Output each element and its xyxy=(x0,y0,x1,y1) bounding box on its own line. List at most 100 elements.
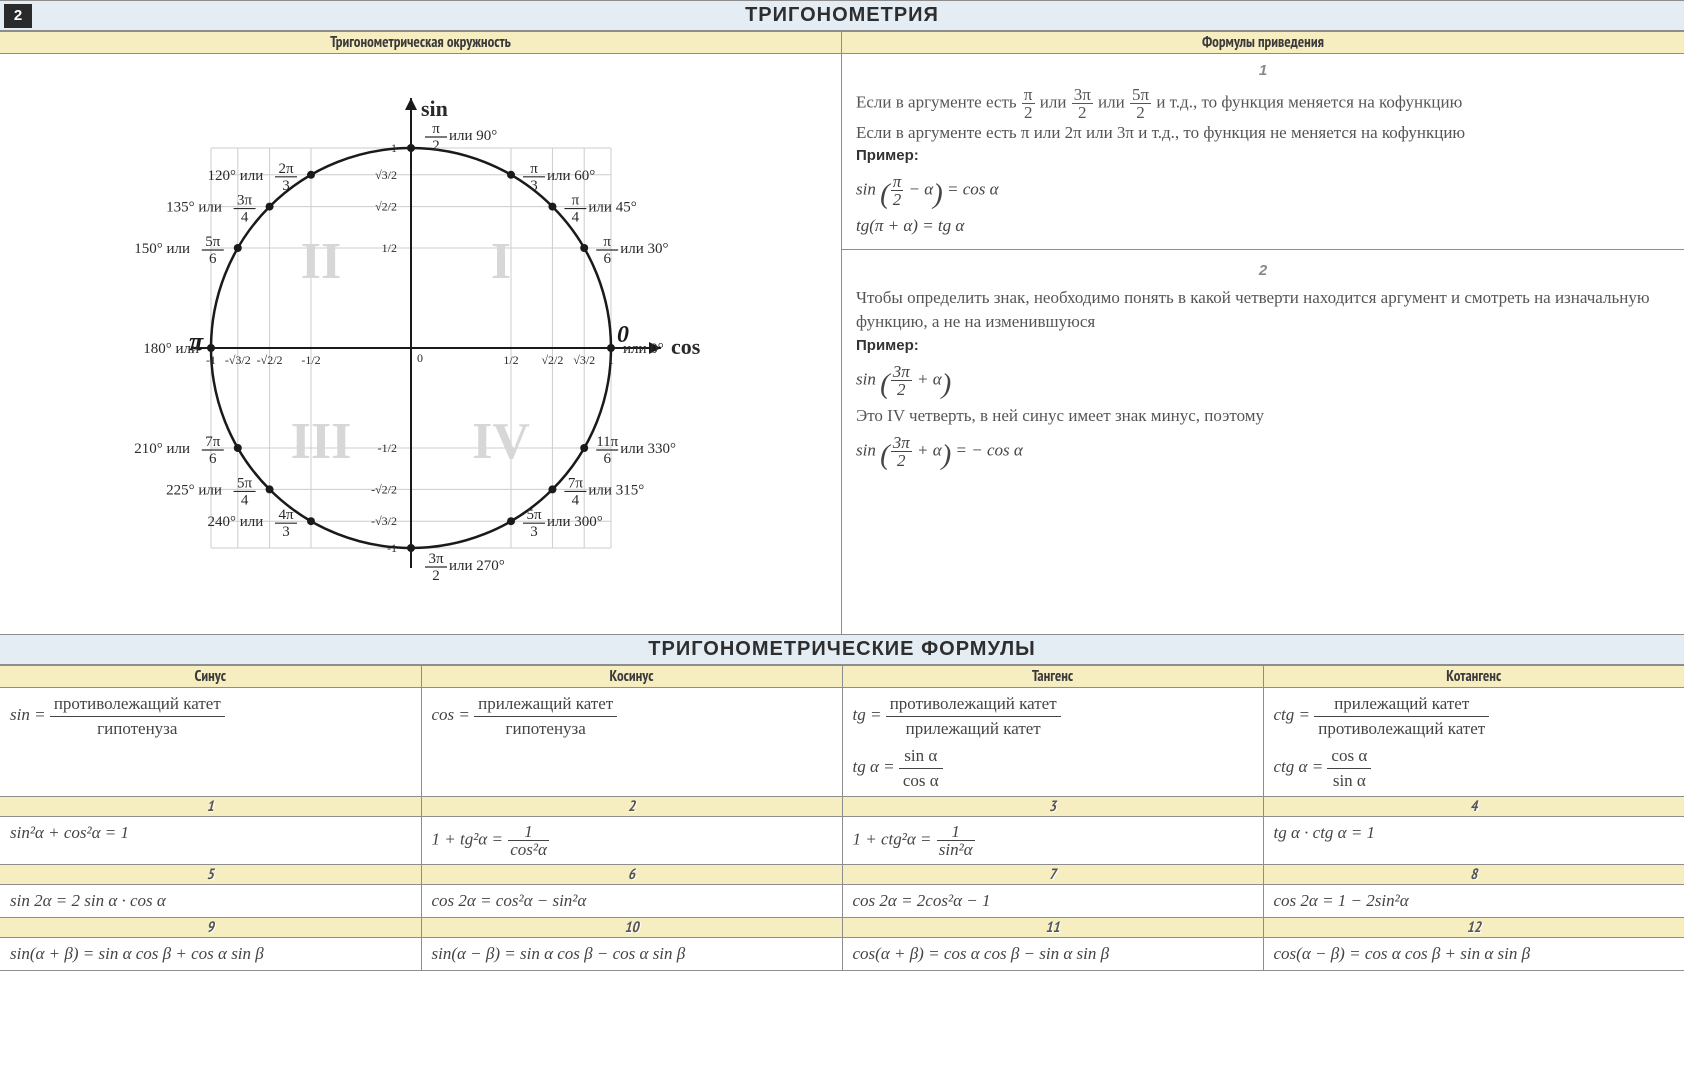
example-2b: Это IV четверть, в ней синус имеет знак … xyxy=(856,404,1670,429)
svg-text:π: π xyxy=(603,234,611,250)
formula-cell: 1 + ctg²α = 1sin²α xyxy=(842,817,1263,865)
formula-number: 3 xyxy=(842,797,1263,817)
def-cos: cos = прилежащий катетгипотенуза xyxy=(421,688,842,797)
svg-text:-√3/2: -√3/2 xyxy=(371,514,397,528)
svg-text:-√2/2: -√2/2 xyxy=(256,353,282,367)
formula-number: 1 xyxy=(0,797,421,817)
svg-text:или 90°: или 90° xyxy=(449,128,497,144)
formula-number: 4 xyxy=(1263,797,1684,817)
formula-number: 5 xyxy=(0,865,421,885)
svg-text:π: π xyxy=(571,193,579,209)
svg-text:3π: 3π xyxy=(428,551,444,567)
formula-cell: cos 2α = 1 − 2sin²α xyxy=(1263,885,1684,918)
rule2-text: Чтобы определить знак, необходимо понять… xyxy=(856,286,1670,335)
formula-cell: cos 2α = 2cos²α − 1 xyxy=(842,885,1263,918)
svg-text:I: I xyxy=(490,233,510,290)
svg-text:или 300°: или 300° xyxy=(547,514,603,530)
svg-text:4: 4 xyxy=(240,210,248,226)
col-header-tg: Тангенс xyxy=(842,666,1263,688)
svg-text:3: 3 xyxy=(530,524,538,540)
svg-text:IV: IV xyxy=(472,413,530,470)
svg-text:0: 0 xyxy=(417,351,423,365)
example-1b: tg(π + α) = tg α xyxy=(856,214,1670,239)
page-number: 2 xyxy=(4,4,32,28)
formula-number: 8 xyxy=(1263,865,1684,885)
formula-cell: sin 2α = 2 sin α · cos α xyxy=(0,885,421,918)
svg-text:-1/2: -1/2 xyxy=(301,353,320,367)
svg-text:2: 2 xyxy=(432,568,440,584)
rule1-line2: Если в аргументе есть π или 2π или 3π и … xyxy=(856,121,1670,146)
svg-text:или 30°: или 30° xyxy=(620,241,668,257)
svg-text:240° или: 240° или xyxy=(207,514,263,530)
svg-text:6: 6 xyxy=(209,451,217,467)
formulas-header: ТРИГОНОМЕТРИЧЕСКИЕ ФОРМУЛЫ xyxy=(0,634,1684,665)
svg-text:√3/2: √3/2 xyxy=(573,353,595,367)
svg-text:7π: 7π xyxy=(205,434,221,450)
formula-cell: sin²α + cos²α = 1 xyxy=(0,817,421,865)
formula-cell: tg α · ctg α = 1 xyxy=(1263,817,1684,865)
svg-text:4: 4 xyxy=(240,492,248,508)
svg-text:6: 6 xyxy=(603,251,611,267)
example-label-1: Пример: xyxy=(856,145,1670,167)
svg-text:3: 3 xyxy=(530,178,538,194)
svg-text:11π: 11π xyxy=(596,434,618,450)
formula-number: 6 xyxy=(421,865,842,885)
unit-circle-title: Тригонометрическая окружность xyxy=(0,31,841,54)
svg-text:3π: 3π xyxy=(237,193,253,209)
formula-body-row: sin²α + cos²α = 11 + tg²α = 1cos²α1 + ct… xyxy=(0,817,1684,865)
svg-text:II: II xyxy=(300,233,340,290)
def-ctg: ctg = прилежащий катетпротиволежащий кат… xyxy=(1263,688,1684,797)
svg-text:5π: 5π xyxy=(526,507,542,523)
svg-text:или 315°: или 315° xyxy=(588,482,644,498)
svg-text:3: 3 xyxy=(282,178,290,194)
formula-cell: cos(α + β) = cos α cos β − sin α sin β xyxy=(842,938,1263,971)
unit-circle-diagram: IIIIIIIVsincos0π0-1-1-√3/2-√3/2-√2/2-√2/… xyxy=(0,54,841,634)
svg-text:2π: 2π xyxy=(278,161,294,177)
svg-text:-√3/2: -√3/2 xyxy=(224,353,250,367)
formula-number-row: 1234 xyxy=(0,797,1684,817)
svg-text:или 330°: или 330° xyxy=(620,441,676,457)
formula-grid: Синус Косинус Тангенс Котангенс sin = пр… xyxy=(0,665,1684,971)
col-header-ctg: Котангенс xyxy=(1263,666,1684,688)
formula-number-row: 9101112 xyxy=(0,918,1684,938)
example-1a: sin (π2 − α) = cos α xyxy=(856,173,1670,208)
svg-text:cos: cos xyxy=(671,334,701,359)
svg-text:1: 1 xyxy=(608,353,614,367)
svg-text:7π: 7π xyxy=(567,475,583,491)
reduction-title: Формулы приведения xyxy=(842,31,1684,54)
svg-text:6: 6 xyxy=(603,451,611,467)
svg-text:√3/2: √3/2 xyxy=(375,168,397,182)
svg-text:2: 2 xyxy=(432,138,440,154)
formula-number: 2 xyxy=(421,797,842,817)
svg-text:5π: 5π xyxy=(205,234,221,250)
example-label-2: Пример: xyxy=(856,335,1670,357)
svg-text:1: 1 xyxy=(391,141,397,155)
formula-cell: sin(α + β) = sin α cos β + cos α sin β xyxy=(0,938,421,971)
formula-number: 10 xyxy=(421,918,842,938)
formula-number: 9 xyxy=(0,918,421,938)
svg-text:или 60°: или 60° xyxy=(547,168,595,184)
formula-cell: sin(α − β) = sin α cos β − cos α sin β xyxy=(421,938,842,971)
example-2c: sin (3π2 + α) = − cos α xyxy=(856,434,1670,469)
svg-text:210° или: 210° или xyxy=(134,441,190,457)
formula-number: 7 xyxy=(842,865,1263,885)
formula-body-row: sin 2α = 2 sin α · cos αcos 2α = cos²α −… xyxy=(0,885,1684,918)
svg-text:3: 3 xyxy=(282,524,290,540)
svg-text:135° или: 135° или xyxy=(166,200,222,216)
svg-text:4: 4 xyxy=(571,210,579,226)
formula-definitions: sin = противолежащий катетгипотенуза cos… xyxy=(0,688,1684,797)
svg-text:III: III xyxy=(290,413,351,470)
main-header: ТРИГОНОМЕТРИЯ xyxy=(0,0,1684,31)
svg-text:4: 4 xyxy=(571,492,579,508)
col-header-cos: Косинус xyxy=(421,666,842,688)
formula-number: 12 xyxy=(1263,918,1684,938)
formula-cell: cos(α − β) = cos α cos β + sin α sin β xyxy=(1263,938,1684,971)
unit-circle-panel: Тригонометрическая окружность IIIIIIIVsi… xyxy=(0,31,842,634)
formula-cell: 1 + tg²α = 1cos²α xyxy=(421,817,842,865)
svg-text:или 45°: или 45° xyxy=(588,200,636,216)
svg-text:sin: sin xyxy=(421,96,448,121)
rule1-number: 1 xyxy=(856,60,1670,82)
svg-text:-1: -1 xyxy=(206,353,216,367)
svg-text:225° или: 225° или xyxy=(166,482,222,498)
svg-text:1/2: 1/2 xyxy=(503,353,518,367)
